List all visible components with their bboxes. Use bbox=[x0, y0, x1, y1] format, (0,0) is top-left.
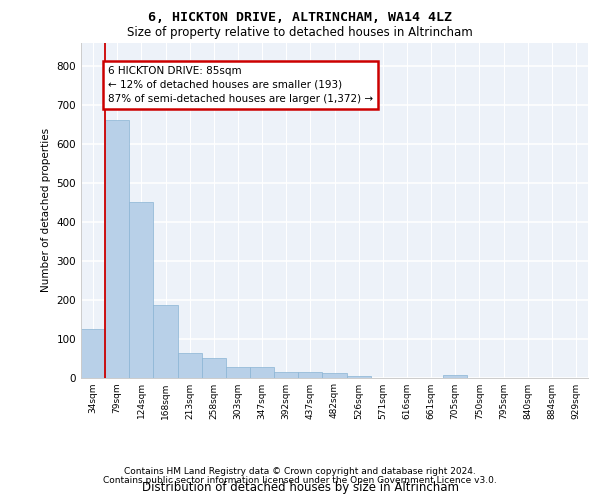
Text: Distribution of detached houses by size in Altrincham: Distribution of detached houses by size … bbox=[142, 480, 458, 494]
Bar bbox=[154, 306, 178, 378]
Bar bbox=[81, 329, 105, 378]
Bar bbox=[129, 202, 154, 378]
Bar bbox=[298, 372, 322, 378]
Bar bbox=[105, 120, 129, 378]
Bar bbox=[443, 375, 467, 378]
Text: Size of property relative to detached houses in Altrincham: Size of property relative to detached ho… bbox=[127, 26, 473, 39]
Text: Contains public sector information licensed under the Open Government Licence v3: Contains public sector information licen… bbox=[103, 476, 497, 485]
Y-axis label: Number of detached properties: Number of detached properties bbox=[41, 128, 51, 292]
Bar bbox=[202, 358, 226, 378]
Text: 6 HICKTON DRIVE: 85sqm
← 12% of detached houses are smaller (193)
87% of semi-de: 6 HICKTON DRIVE: 85sqm ← 12% of detached… bbox=[108, 66, 373, 104]
Bar bbox=[274, 372, 298, 378]
Bar bbox=[322, 373, 347, 378]
Text: 6, HICKTON DRIVE, ALTRINCHAM, WA14 4LZ: 6, HICKTON DRIVE, ALTRINCHAM, WA14 4LZ bbox=[148, 11, 452, 24]
Text: Contains HM Land Registry data © Crown copyright and database right 2024.: Contains HM Land Registry data © Crown c… bbox=[124, 467, 476, 476]
Bar bbox=[226, 366, 250, 378]
Bar bbox=[250, 366, 274, 378]
Bar bbox=[347, 376, 371, 378]
Bar bbox=[178, 354, 202, 378]
